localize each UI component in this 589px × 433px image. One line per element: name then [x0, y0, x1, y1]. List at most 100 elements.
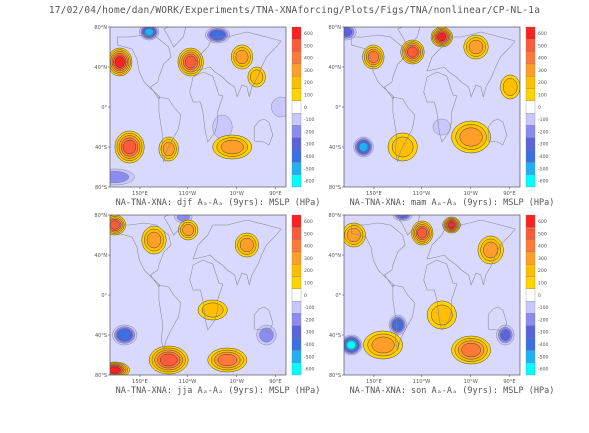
colorbar-label: -400	[538, 342, 549, 348]
colorbar-swatch	[291, 301, 302, 314]
colorbar-swatch	[291, 313, 302, 326]
coastline-1	[117, 34, 172, 100]
coastline-3	[426, 219, 516, 286]
xtick-label: 10°W	[230, 191, 244, 197]
colorbar-swatch	[291, 100, 302, 114]
map-son: 80°N 40°N 0° 40°S 80°S 150°E 110°W 10°W 90°E 600 5…	[328, 213, 549, 385]
coastline-1	[351, 34, 406, 100]
panel-son: 80°N 40°N 0° 40°S 80°S 150°E 110°W 10°W 90°E 600 5…	[320, 213, 560, 433]
colorbar-swatch	[291, 63, 302, 77]
colorbar: 600 500 400 300 200 100 0 -100 -200 -300 -400 -500 -…	[291, 26, 315, 188]
colorbar-label: -500	[538, 166, 549, 172]
colorbar-label: -200	[538, 317, 549, 323]
contour--500	[144, 28, 154, 36]
coastline-2	[158, 96, 182, 163]
contour-300	[220, 139, 244, 155]
anomaly-field	[110, 27, 286, 186]
high-anomaly-7	[500, 74, 520, 100]
coastline-4	[423, 259, 458, 331]
colorbar-label: -600	[538, 367, 549, 373]
panel-djf: 80°N 40°N 0° 40°S 80°S 150°E 110°W 10°W 90°E 600 5…	[86, 25, 326, 245]
ytick-label: 80°N	[94, 213, 107, 219]
colorbar-swatch	[525, 337, 536, 351]
coastline-1	[117, 222, 172, 288]
xtick-label: 150°E	[132, 379, 148, 385]
contour-300	[162, 141, 175, 157]
xtick-label: 10°W	[464, 379, 478, 385]
colorbar-label: -600	[538, 179, 549, 185]
colorbar-label: -300	[304, 142, 315, 148]
panel-caption-mam: NA-TNA-XNA: mam Aₐ-Aₐ (9yrs): MSLP (HPa)	[349, 198, 555, 208]
colorbar-swatch	[525, 301, 536, 314]
contour--300	[500, 329, 511, 341]
colorbar-swatch	[291, 162, 302, 175]
colorbar-swatch	[291, 337, 302, 351]
contour-500	[159, 353, 178, 367]
colorbar-swatch	[525, 264, 536, 277]
colorbar-label: 600	[304, 31, 313, 37]
xtick-label: 90°E	[269, 191, 281, 197]
high-anomaly-3	[231, 44, 253, 70]
contour--600	[346, 340, 356, 350]
ytick-label: 80°S	[329, 373, 341, 379]
colorbar-label: 600	[538, 219, 547, 225]
colorbar-label: 0	[304, 293, 307, 299]
xtick-label: 110°W	[179, 379, 197, 385]
colorbar-swatch	[525, 88, 536, 101]
coastline-5	[487, 306, 508, 334]
colorbar-label: 300	[538, 256, 547, 262]
low-anomaly-3	[496, 324, 515, 346]
colorbar-swatch	[525, 39, 536, 52]
coastline-4	[189, 259, 224, 331]
colorbar-swatch	[291, 51, 302, 65]
colorbar-swatch	[525, 174, 536, 188]
coastline-2	[392, 96, 416, 163]
contour-400	[367, 50, 379, 64]
xtick-label: 90°E	[503, 191, 515, 197]
ytick-label: 80°N	[328, 25, 341, 31]
anomaly-field	[344, 27, 520, 163]
colorbar-label: -300	[538, 330, 549, 336]
colorbar-label: -400	[304, 154, 315, 160]
colorbar-swatch	[525, 162, 536, 175]
colorbar-label: 0	[304, 105, 307, 111]
contour-300	[182, 224, 195, 236]
colorbar-swatch	[291, 350, 302, 363]
ytick-label: 40°N	[328, 65, 341, 71]
ytick-label: 40°S	[329, 145, 341, 151]
colorbar-swatch	[525, 76, 536, 89]
colorbar-label: -400	[538, 154, 549, 160]
colorbar-swatch	[291, 264, 302, 277]
colorbar-swatch	[525, 214, 536, 228]
colorbar-label: 0	[538, 293, 541, 299]
colorbar-label: -500	[538, 354, 549, 360]
colorbar-label: 100	[538, 280, 547, 286]
contour--100	[432, 118, 451, 136]
contour-300	[468, 39, 484, 55]
colorbar-label: 300	[538, 68, 547, 74]
ytick-label: 40°S	[95, 145, 107, 151]
ytick-label: 80°S	[95, 373, 107, 379]
colorbar-label: -600	[304, 179, 315, 185]
colorbar-swatch	[525, 251, 536, 265]
colorbar-label: 300	[304, 256, 313, 262]
xtick-label: 90°E	[269, 379, 281, 385]
map-background	[110, 215, 286, 375]
colorbar-label: -200	[538, 129, 549, 135]
xtick-label: 150°E	[132, 191, 148, 197]
colorbar-label: -100	[538, 305, 549, 311]
colorbar-label: 600	[538, 31, 547, 37]
colorbar: 600 500 400 300 200 100 0 -100 -200 -300 -400 -500 -…	[525, 214, 549, 376]
ytick-label: 80°S	[329, 185, 341, 191]
colorbar-label: -100	[538, 117, 549, 123]
coastlines	[351, 27, 516, 163]
low-anomaly-4	[392, 215, 413, 222]
contour-300	[346, 227, 361, 243]
high-anomaly-4	[234, 232, 259, 258]
coastlines	[117, 215, 282, 351]
colorbar-swatch	[291, 251, 302, 265]
low-anomaly-3	[256, 324, 277, 346]
colorbar-swatch	[291, 174, 302, 188]
low-anomaly-1	[112, 324, 138, 346]
high-anomaly-2	[400, 39, 425, 65]
